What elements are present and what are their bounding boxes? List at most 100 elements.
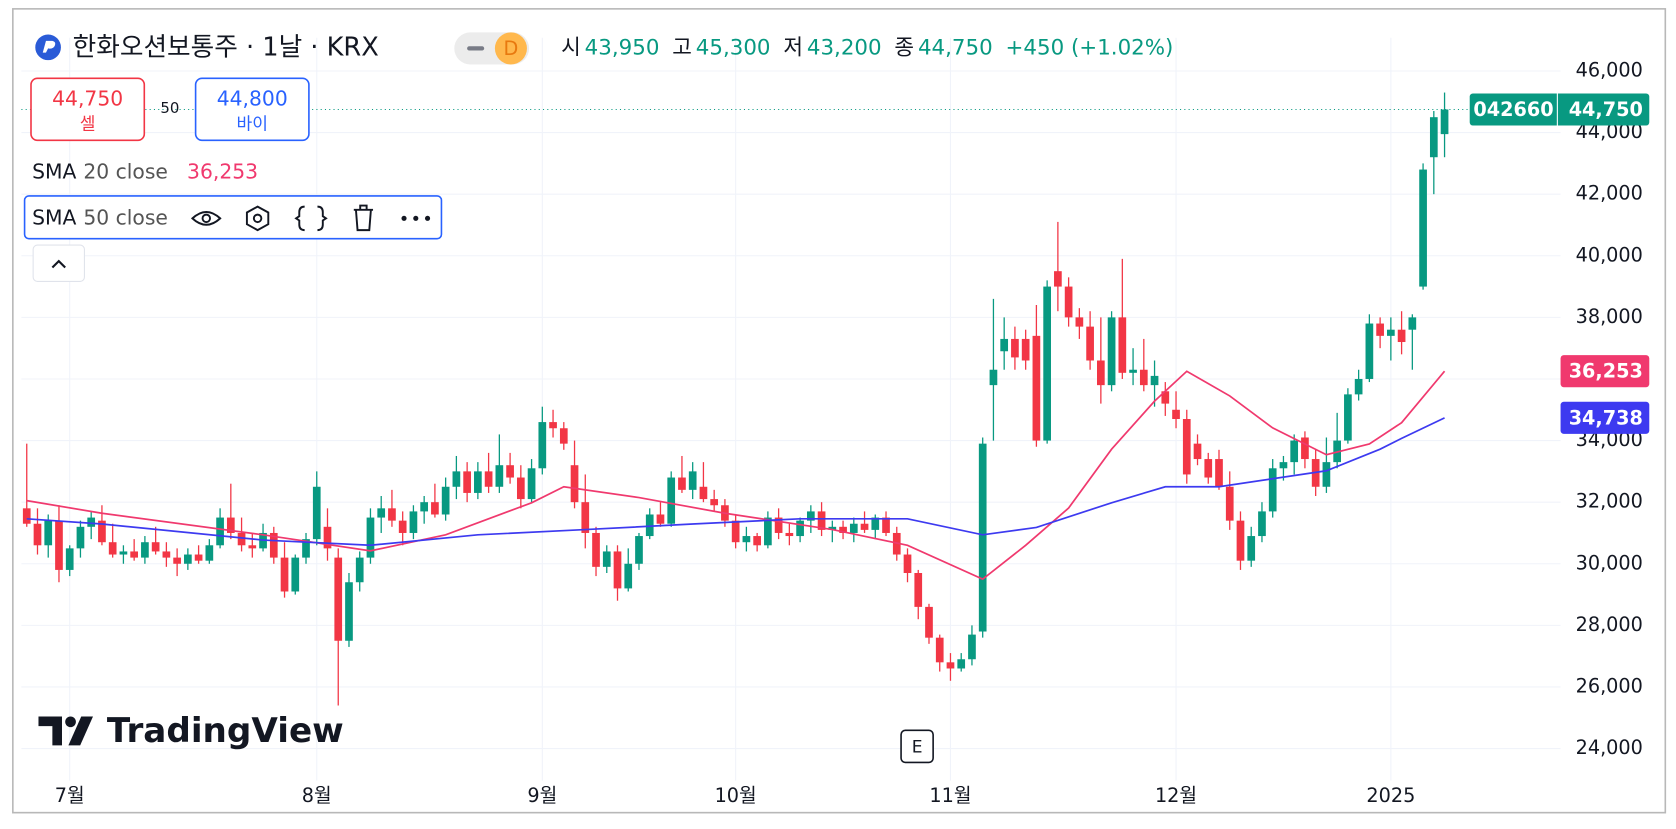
candle-body — [1419, 169, 1427, 287]
candle-body — [506, 465, 514, 478]
candle-body — [903, 554, 912, 574]
candle-body — [98, 520, 106, 543]
indicator-value: 36,253 — [187, 159, 258, 183]
candle-body — [1429, 117, 1438, 158]
candle-body — [1322, 462, 1331, 487]
sell-label: 셀 — [80, 114, 96, 134]
candle-body — [345, 582, 353, 641]
delete-icon[interactable] — [353, 204, 374, 232]
x-tick-label: 9월 — [527, 784, 557, 807]
more-icon[interactable] — [401, 215, 431, 221]
sell-price: 44,750 — [52, 87, 123, 111]
candle-body — [1032, 335, 1041, 441]
candle-body — [849, 523, 858, 533]
candle-body — [334, 557, 343, 641]
y-tick-label: 46,000 — [1576, 58, 1643, 81]
candle-body — [978, 443, 987, 632]
candle-body — [914, 573, 923, 607]
candle-body — [130, 551, 139, 558]
eye-icon[interactable] — [190, 210, 222, 226]
candle-body — [55, 520, 63, 570]
event-marker[interactable] — [900, 729, 934, 764]
candle-body — [1215, 459, 1223, 487]
candle-body — [398, 520, 407, 533]
candle-body — [1161, 391, 1170, 404]
candle-body — [452, 471, 461, 487]
candle-body — [1247, 536, 1256, 561]
candle-body — [1387, 329, 1395, 336]
candle-body — [624, 563, 633, 589]
y-tick-label: 30,000 — [1576, 551, 1643, 574]
ohlc-label: 저 — [783, 35, 803, 60]
candle-body — [742, 536, 751, 543]
indicator-icons — [190, 204, 374, 232]
buy-button[interactable] — [194, 77, 310, 142]
ohlc-value: 43,200 — [807, 35, 882, 60]
candle-body — [108, 542, 117, 555]
candle-body — [1279, 462, 1288, 469]
ohlc-label: 시 — [561, 35, 581, 60]
candle-body — [194, 554, 203, 561]
candle-body — [237, 532, 246, 546]
ohlc-value: 45,300 — [696, 35, 771, 60]
indicator-name: SMA — [32, 205, 76, 229]
price-tag-label: 36,253 — [1569, 360, 1643, 383]
candle-body — [216, 517, 224, 546]
indicator-row[interactable] — [23, 195, 443, 240]
candle-body — [1408, 317, 1417, 330]
sell-button[interactable] — [30, 77, 146, 142]
candle-body — [1225, 486, 1234, 521]
candle-body — [76, 526, 85, 549]
y-tick-label: 26,000 — [1576, 674, 1643, 697]
candle-body — [1064, 286, 1073, 318]
y-tick-label: 28,000 — [1576, 613, 1643, 636]
ohlc-value: 43,950 — [585, 35, 660, 60]
settings-icon[interactable] — [245, 205, 270, 232]
candle-body — [592, 532, 600, 567]
ohlc-label: 고 — [672, 35, 692, 60]
candle-body — [710, 499, 719, 506]
last-price-label: 44,750 — [1569, 98, 1643, 121]
candle-body — [699, 486, 708, 500]
plot — [21, 92, 1561, 706]
candle-body — [731, 520, 740, 543]
candle-body — [312, 486, 321, 540]
candle-body — [828, 526, 837, 530]
candle-body — [1129, 369, 1137, 373]
candle-body — [280, 557, 289, 592]
price-tag — [1560, 355, 1650, 388]
candle-body — [205, 545, 214, 561]
candle-body — [839, 526, 847, 533]
candle-body — [946, 662, 955, 669]
candle-body — [1011, 338, 1019, 358]
ohlc-value: 44,750 — [918, 35, 993, 60]
candle-body — [141, 542, 149, 558]
source-icon[interactable] — [294, 205, 328, 232]
candle-body — [527, 468, 536, 500]
y-tick-label: 40,000 — [1576, 243, 1643, 266]
x-tick-label: 12월 — [1155, 784, 1197, 807]
candle-body — [1043, 286, 1051, 441]
candle-body — [764, 517, 772, 546]
logo-part — [38, 716, 62, 746]
ohlc-label: 종 — [894, 35, 914, 60]
collapse-button[interactable] — [32, 244, 85, 282]
candle-body — [667, 477, 676, 524]
candle-body — [678, 477, 686, 490]
candle-body — [957, 659, 966, 669]
candle-body — [291, 557, 300, 592]
candle-body — [538, 422, 547, 469]
x-tick-label: 2025 — [1366, 784, 1415, 807]
x-tick-label: 7월 — [55, 784, 85, 807]
candle-body — [33, 523, 42, 546]
ohlc-header: 시 43,950 고 45,300 저 43,200 종 44,750 +450 (+1.02%… — [561, 35, 1173, 60]
candle-body — [1354, 378, 1363, 395]
symbol-logo-mark — [42, 40, 56, 53]
candle-body — [474, 471, 482, 493]
buy-price: 44,800 — [217, 87, 288, 111]
price-tag — [1560, 401, 1650, 434]
candle-body — [753, 536, 761, 546]
candle-body — [1236, 520, 1245, 561]
candle-body — [302, 539, 310, 558]
dot — [413, 215, 419, 221]
